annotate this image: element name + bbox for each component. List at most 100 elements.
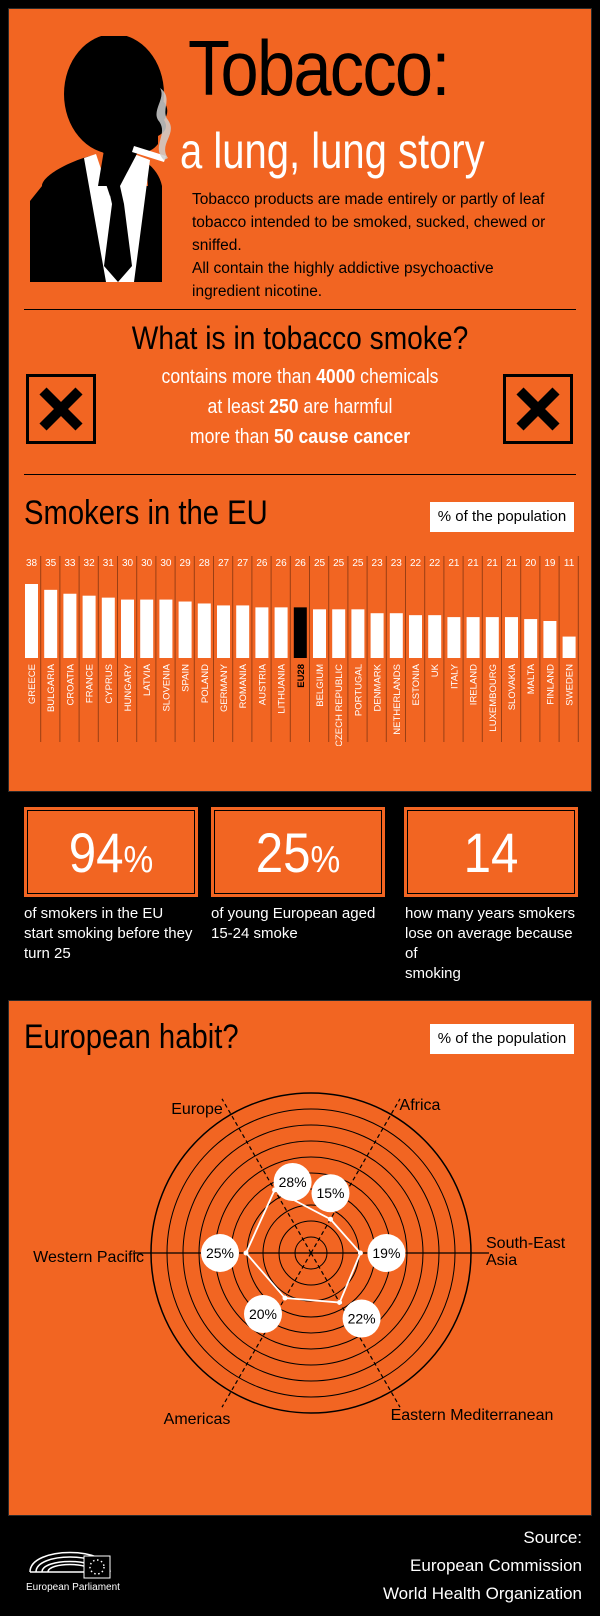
bar-portugal <box>351 609 365 658</box>
european-parliament-logo-text: European Parliament <box>26 1582 120 1593</box>
smoke-line-2: at least 250 are harmful <box>207 396 393 418</box>
bar-croatia <box>63 593 77 658</box>
page-title: Tobacco: <box>188 24 450 112</box>
bar-denmark <box>370 613 384 658</box>
smoke-line-1: contains more than 4000 chemicals <box>161 366 439 388</box>
smokers-eu-bar-chart: 38 GREECE 35 BULGARIA 33 CROATIA 32 FRANCE 31 CYP… <box>25 556 579 746</box>
bar-category-label: AUSTRIA <box>257 663 268 705</box>
bar-category-label: IRELAND <box>469 664 480 705</box>
habit-unit-tag: % of the population <box>430 1024 574 1054</box>
bar-cyprus <box>101 597 115 658</box>
intro-line: tobacco intended to be smoked, sucked, c… <box>192 214 546 254</box>
stat-line: turn 25 <box>24 945 71 962</box>
bar-category-label: CZECH REPUBLIC <box>334 664 345 746</box>
harmful-x-icon <box>503 374 573 444</box>
bar-eu28 <box>293 607 307 658</box>
bar-value-label: 26 <box>295 558 307 569</box>
bar-value-label: 25 <box>314 558 326 569</box>
bar-value-label: 11 <box>564 558 575 569</box>
bar-value-label: 30 <box>141 558 153 569</box>
stat-number: 94% <box>68 821 154 884</box>
smoke-title: What is in tobacco smoke? <box>131 320 469 356</box>
stat-line: smoking <box>405 965 461 982</box>
divider <box>24 474 576 475</box>
stat-box: 14 <box>407 810 575 894</box>
bar-category-label: NETHERLANDS <box>392 664 403 735</box>
bar-category-label: CYPRUS <box>104 664 115 704</box>
bar-malta <box>524 619 538 658</box>
bar-estonia <box>409 615 422 658</box>
bar-category-label: CROATIA <box>65 663 76 705</box>
bar-category-label: SLOVAKIA <box>507 663 518 710</box>
intro-text: Tobacco products are made entirely or pa… <box>192 188 582 303</box>
intro-line: All contain the highly addictive psychoa… <box>192 260 494 277</box>
stat-description: of young European aged 15-24 smoke <box>211 904 391 944</box>
source-label: Source: <box>523 1528 582 1547</box>
bar-austria <box>255 607 269 658</box>
bar-poland <box>197 603 211 658</box>
bar-finland <box>543 621 557 658</box>
habit-title: European habit? <box>24 1018 239 1056</box>
european-parliament-logo-icon <box>29 1551 111 1579</box>
bar-value-label: 25 <box>333 558 345 569</box>
bar-value-label: 27 <box>218 558 230 569</box>
bar-value-label: 25 <box>352 558 364 569</box>
source-line: World Health Organization <box>382 1584 582 1603</box>
bar-netherlands <box>389 613 403 658</box>
bar-value-label: 21 <box>487 558 499 569</box>
bar-value-label: 35 <box>45 558 57 569</box>
stat-line: of smokers in the EU <box>24 905 164 922</box>
bar-category-label: FINLAND <box>545 664 556 705</box>
bar-category-label: DENMARK <box>373 663 384 711</box>
bar-category-label: GREECE <box>27 664 38 704</box>
bar-spain <box>178 601 192 658</box>
bar-category-label: SWEDEN <box>565 664 576 706</box>
bar-category-label: BULGARIA <box>46 663 57 712</box>
habit-panel <box>8 1000 592 1516</box>
bar-value-label: 38 <box>26 558 38 569</box>
stat-line: how many years smokers <box>405 905 576 922</box>
stat-line: start smoking before they <box>24 925 193 942</box>
bar-slovenia <box>159 599 173 658</box>
source-line: European Commission <box>410 1556 582 1575</box>
bar-hungary <box>121 599 134 658</box>
bar-category-label: MALTA <box>526 663 537 694</box>
bar-category-label: LUXEMBOURG <box>488 664 499 732</box>
bar-italy <box>447 617 461 658</box>
bar-category-label: ESTONIA <box>411 663 422 705</box>
smokers-eu-unit-tag: % of the population <box>430 502 574 532</box>
stat-line: of young European aged <box>211 905 376 922</box>
bar-category-label: ITALY <box>449 663 460 689</box>
bar-ireland <box>466 617 480 658</box>
bar-value-label: 33 <box>64 558 76 569</box>
bar-slovakia <box>505 617 518 658</box>
bar-value-label: 27 <box>237 558 249 569</box>
bar-value-label: 28 <box>199 558 211 569</box>
bar-value-label: 30 <box>122 558 134 569</box>
bar-category-label: SPAIN <box>181 664 192 692</box>
bar-value-label: 29 <box>180 558 192 569</box>
bar-value-label: 22 <box>429 558 441 569</box>
bar-category-label: BELGIUM <box>315 664 326 707</box>
bar-value-label: 23 <box>391 558 403 569</box>
bar-sweden <box>562 636 576 658</box>
bar-category-label: HUNGARY <box>123 663 134 711</box>
smoker-silhouette-icon <box>30 36 171 282</box>
bar-germany <box>217 605 230 658</box>
bar-value-label: 21 <box>506 558 518 569</box>
bar-value-label: 26 <box>256 558 268 569</box>
stat-description: how many years smokers lose on average b… <box>405 904 585 984</box>
stat-description: of smokers in the EU start smoking befor… <box>24 904 204 964</box>
bar-category-label: POLAND <box>200 664 211 703</box>
stat-line: lose on average because of <box>405 925 573 962</box>
stat-box: 94% <box>27 810 195 894</box>
intro-line: ingredient nicotine. <box>192 283 323 300</box>
divider <box>24 309 576 310</box>
bar-czech-republic <box>332 609 346 658</box>
bar-value-label: 21 <box>448 558 460 569</box>
bar-belgium <box>313 609 326 658</box>
bar-value-label: 20 <box>525 558 537 569</box>
bar-category-label: ROMANIA <box>238 663 249 708</box>
harmful-x-icon <box>26 374 96 444</box>
